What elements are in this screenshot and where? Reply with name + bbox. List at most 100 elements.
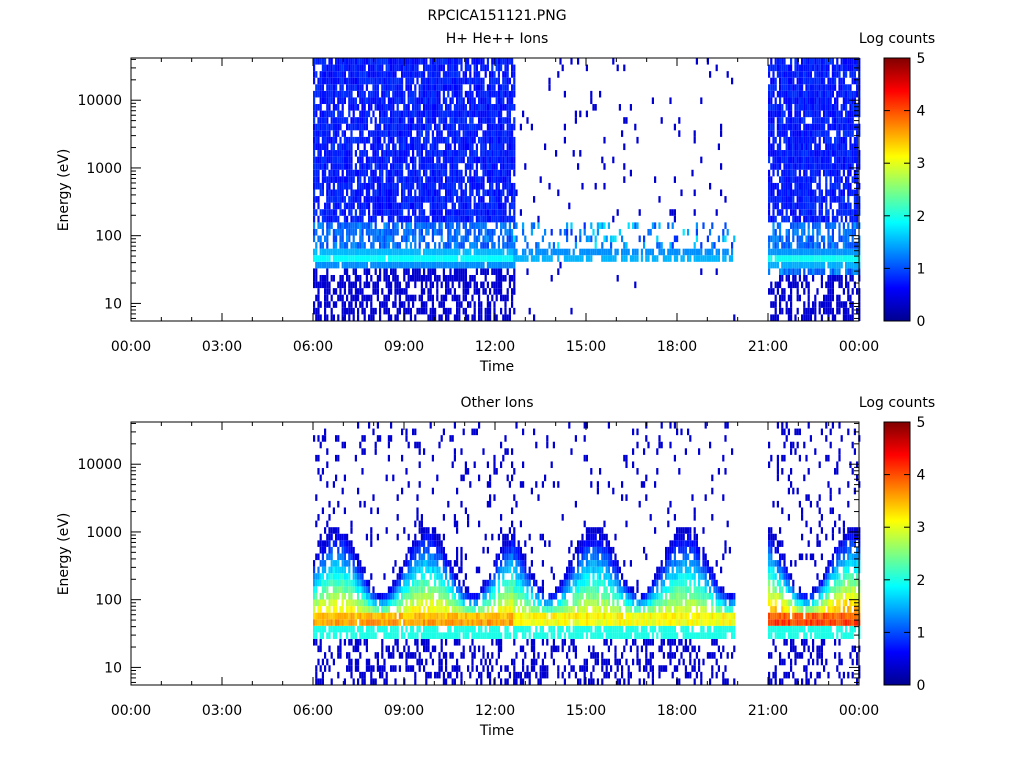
spectrogram-cell: [853, 71, 856, 78]
spectrogram-cell: [324, 612, 327, 620]
spectrogram-cell: [500, 156, 503, 164]
spectrogram-cell: [337, 143, 340, 151]
spectrogram-cell: [425, 150, 428, 157]
spectrogram-cell: [513, 189, 516, 197]
spectrogram-cell: [796, 117, 799, 124]
spectrogram-cell: [449, 163, 452, 170]
spectrogram-cell: [491, 202, 494, 210]
spectrogram-cell: [321, 586, 324, 593]
spectrogram-cell: [484, 150, 487, 157]
spectrogram-cell: [442, 182, 445, 190]
spectrogram-cell: [387, 307, 390, 315]
spectrogram-cell: [827, 130, 830, 137]
spectrogram-cell: [768, 248, 771, 256]
spectrogram-cell: [460, 104, 463, 111]
spectrogram-cell: [381, 77, 384, 85]
spectrogram-cell: [480, 104, 483, 111]
spectrogram-cell: [405, 215, 408, 223]
spectrogram-cell: [429, 163, 432, 170]
spectrogram-cell: [803, 215, 806, 223]
spectrogram-cell: [328, 579, 331, 587]
spectrogram-cell: [475, 71, 478, 78]
spectrogram-cell: [339, 274, 342, 282]
spectrogram-cell: [343, 625, 346, 633]
spectrogram-cell: [491, 143, 494, 151]
spectrogram-cell: [803, 117, 806, 124]
spectrogram-cell: [632, 248, 635, 256]
spectrogram-cell: [856, 196, 859, 203]
spectrogram-cell: [381, 235, 384, 243]
spectrogram-cell: [497, 274, 500, 282]
spectrogram-cell: [559, 228, 562, 236]
spectrogram-cell: [376, 123, 379, 131]
spectrogram-cell: [447, 215, 450, 223]
spectrogram-cell: [781, 64, 784, 72]
spectrogram-cell: [436, 261, 439, 269]
spectrogram-cell: [770, 58, 773, 65]
spectrogram-cell: [851, 268, 854, 275]
spectrogram-cell: [328, 84, 331, 91]
spectrogram-cell: [831, 248, 834, 256]
spectrogram-cell: [849, 255, 852, 262]
spectrogram-cell: [447, 222, 450, 229]
spectrogram-cell: [500, 215, 503, 223]
spectrogram-cell: [469, 163, 472, 170]
spectrogram-cell: [660, 248, 663, 256]
spectrogram-cell: [805, 97, 808, 105]
spectrogram-cell: [836, 182, 839, 190]
spectrogram-cell: [324, 288, 327, 295]
spectrogram-cell: [341, 566, 344, 574]
spectrogram-cell: [339, 77, 342, 85]
spectrogram-cell: [484, 255, 487, 262]
spectrogram-cell: [352, 294, 355, 302]
spectrogram-cell: [827, 64, 830, 72]
spectrogram-cell: [438, 196, 441, 203]
spectrogram-cell: [779, 228, 782, 236]
spectrogram-cell: [348, 169, 351, 177]
spectrogram-cell: [359, 202, 362, 210]
spectrogram-cell: [396, 150, 399, 157]
spectrogram-cell: [383, 136, 386, 144]
spectrogram-cell: [774, 248, 777, 256]
spectrogram-cell: [497, 169, 500, 177]
spectrogram-cell: [779, 136, 782, 144]
spectrogram-cell: [348, 97, 351, 105]
spectrogram-cell: [480, 97, 483, 105]
spectrogram-cell: [396, 248, 399, 256]
spectrogram-cell: [321, 215, 324, 223]
spectrogram-cell: [834, 77, 837, 85]
spectrogram-cell: [372, 150, 375, 157]
spectrogram-cell: [634, 123, 637, 131]
spectrogram-cell: [449, 228, 452, 236]
spectrogram-cell: [313, 64, 316, 72]
spectrogram-cell: [574, 235, 577, 243]
spectrogram-cell: [420, 255, 423, 262]
spectrogram-cell: [781, 242, 784, 249]
spectrogram-cell: [493, 189, 496, 197]
spectrogram-cell: [383, 150, 386, 157]
spectrogram-cell: [787, 150, 790, 157]
spectrogram-cell: [790, 64, 793, 72]
spectrogram-cell: [394, 189, 397, 197]
spectrogram-cell: [493, 156, 496, 164]
panel-1-y-label: Energy (eV): [56, 149, 72, 232]
spectrogram-cell: [343, 612, 346, 620]
spectrogram-cell: [385, 307, 388, 315]
spectrogram-cell: [354, 189, 357, 197]
spectrogram-cell: [401, 97, 404, 105]
spectrogram-cell: [379, 169, 382, 177]
spectrogram-cell: [341, 163, 344, 170]
spectrogram-cell: [807, 90, 810, 98]
spectrogram-cell: [346, 261, 349, 269]
spectrogram-cell: [513, 261, 516, 269]
spectrogram-cell: [790, 97, 793, 105]
spectrogram-cell: [339, 281, 342, 289]
spectrogram-cell: [812, 77, 815, 85]
spectrogram-cell: [825, 176, 828, 183]
spectrogram-cell: [803, 248, 806, 256]
spectrogram-cell: [493, 248, 496, 256]
spectrogram-cell: [447, 248, 450, 256]
spectrogram-cell: [385, 228, 388, 236]
spectrogram-cell: [801, 176, 804, 183]
spectrogram-cell: [425, 110, 428, 118]
